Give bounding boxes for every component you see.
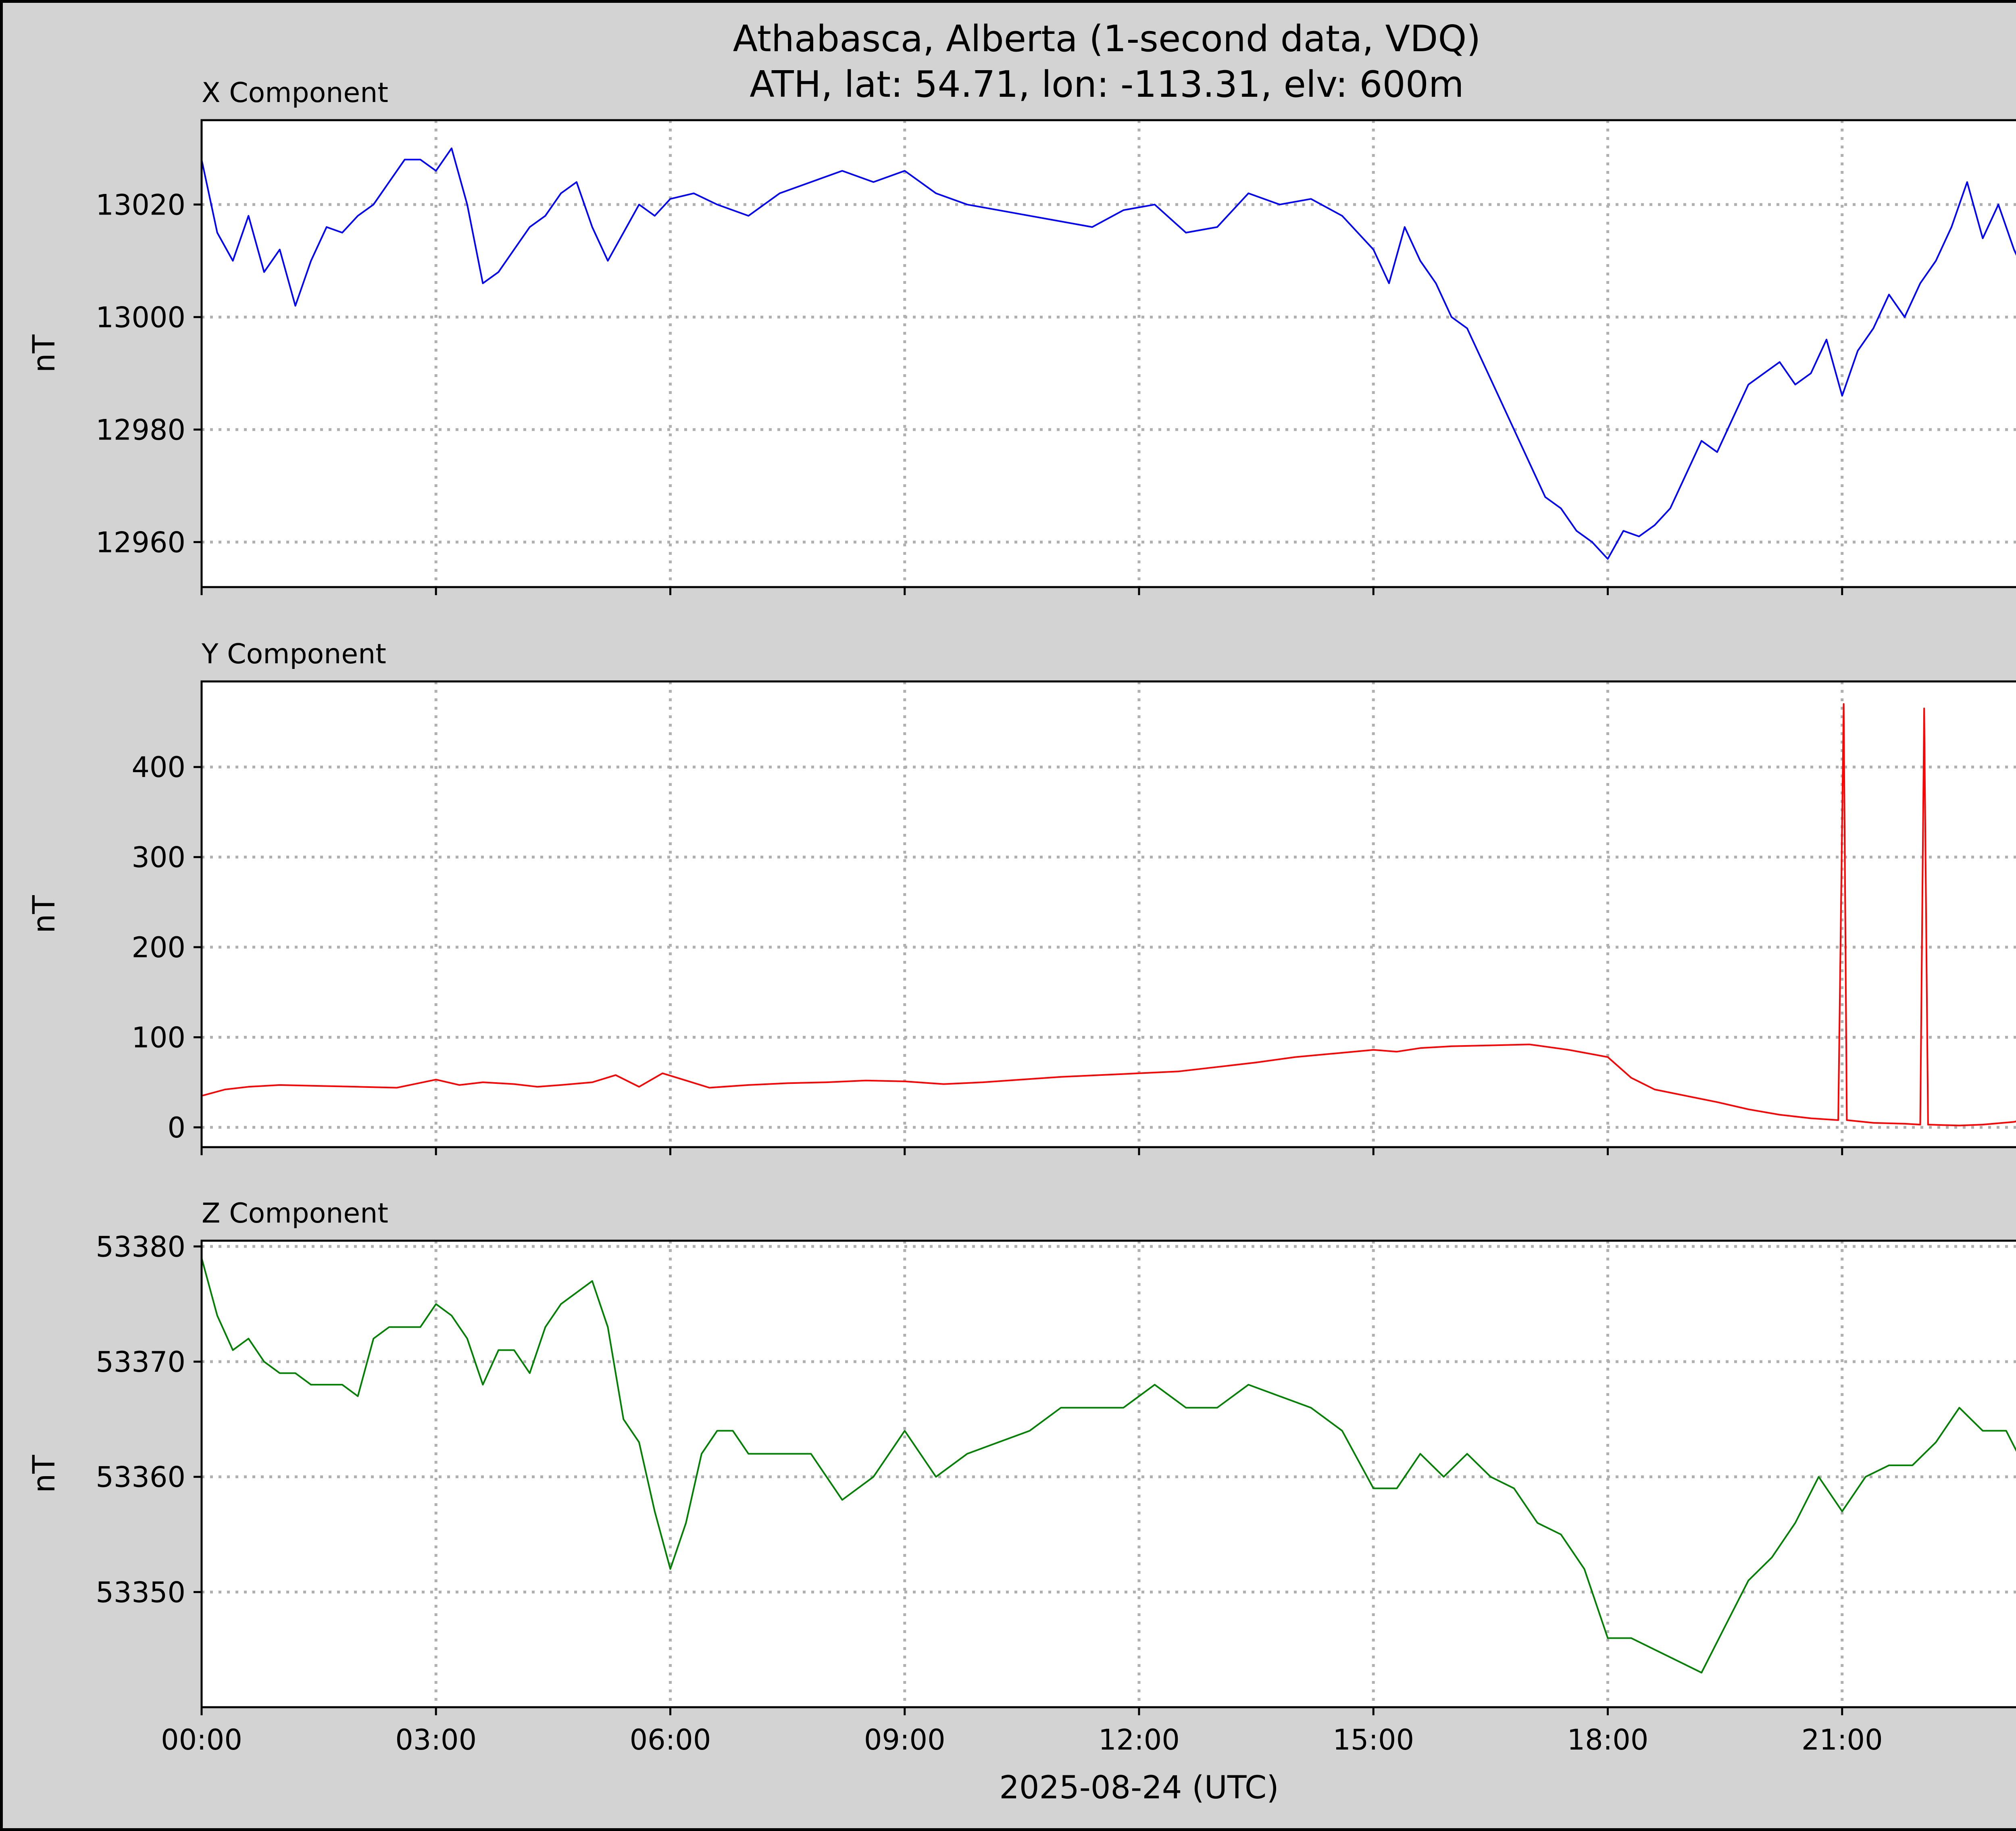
x-tick-label: 06:00: [630, 1723, 711, 1756]
y-axis-label: nT: [26, 1455, 62, 1493]
y-axis-label: nT: [26, 895, 62, 933]
x-tick-label: 03:00: [395, 1723, 477, 1756]
series-line: [201, 703, 2016, 1127]
y-tick-label: 400: [131, 751, 185, 784]
plot-area: [202, 120, 2016, 587]
y-axis-label: nT: [26, 334, 62, 373]
y-tick-label: 100: [131, 1021, 185, 1054]
panel-title: X Component: [202, 77, 388, 109]
panel-1: X Component 12960 12980 13000 13020 nT: [26, 77, 2016, 595]
plot-border: [200, 119, 2016, 588]
chart-subtitle: ATH, lat: 54.71, lon: -113.31, elv: 600m: [750, 63, 1464, 106]
plot-border: [200, 680, 2016, 1148]
x-axis-label: 2025-08-24 (UTC): [999, 1770, 1279, 1806]
y-tick-label: 13020: [96, 188, 185, 221]
y-tick-label: 12980: [96, 413, 185, 446]
y-tick-label: 12960: [96, 526, 185, 559]
x-tick-label: 00:00: [161, 1723, 242, 1756]
x-tick-label: 12:00: [1098, 1723, 1180, 1756]
chart-title: Athabasca, Alberta (1-second data, VDQ): [733, 18, 1481, 60]
panel-2: Y Component 0 100 200 300 400 nT: [26, 638, 2016, 1155]
series-line: [201, 147, 2016, 560]
series-line: [201, 1258, 2016, 1674]
x-tick-label: 15:00: [1333, 1723, 1414, 1756]
y-tick-label: 53380: [96, 1230, 185, 1263]
x-tick-label: 09:00: [864, 1723, 946, 1756]
plot-area: [202, 681, 2016, 1147]
y-tick-label: 13000: [96, 301, 185, 334]
y-tick-label: 53370: [96, 1346, 185, 1379]
x-tick-label: 21:00: [1801, 1723, 1883, 1756]
y-tick-label: 300: [131, 841, 185, 874]
plot-area: [202, 1241, 2016, 1707]
y-tick-label: 200: [131, 931, 185, 964]
panel-title: Z Component: [202, 1198, 388, 1229]
y-tick-label: 53360: [96, 1461, 185, 1494]
x-tick-label: 18:00: [1567, 1723, 1649, 1756]
panel-3: Z Component 00:00 03:00 06:00 09:00 12:00 15:0…: [26, 1198, 2016, 1756]
y-tick-label: 53350: [96, 1576, 185, 1609]
panel-title: Y Component: [201, 638, 386, 670]
plot-border: [200, 1239, 2016, 1708]
y-tick-label: 0: [167, 1111, 185, 1144]
